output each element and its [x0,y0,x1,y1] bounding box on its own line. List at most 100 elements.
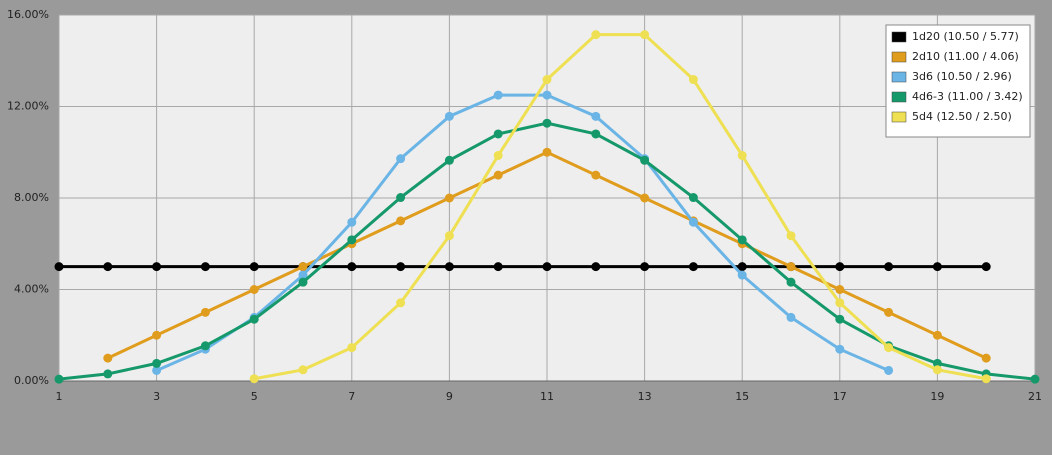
legend-swatch [891,91,907,103]
legend-label: 4d6-3 (11.00 / 3.42) [912,90,1023,103]
x-tick-label: 17 [833,390,847,403]
legend-label: 1d20 (10.50 / 5.77) [912,30,1019,43]
data-point [152,330,162,340]
data-point [640,155,650,165]
data-point [884,307,894,317]
data-point [737,235,747,245]
data-point [493,262,503,272]
data-point [200,262,210,272]
data-point [835,344,845,354]
x-tick-label: 19 [930,390,944,403]
data-point [835,314,845,324]
data-point [444,231,454,241]
y-tick-label: 4.00% [14,283,49,296]
legend-label: 3d6 (10.50 / 2.96) [912,70,1012,83]
data-point [249,374,259,384]
data-point [591,262,601,272]
data-point [444,111,454,121]
y-tick-label: 16.00% [7,8,49,21]
data-point [786,312,796,322]
data-point [249,314,259,324]
data-point [786,262,796,272]
series-line [156,93,890,372]
data-point [932,262,942,272]
data-point [981,353,991,363]
data-point [640,193,650,203]
data-point [542,147,552,157]
data-point [54,262,64,272]
data-point [591,170,601,180]
series-line [253,33,987,381]
legend-swatch [891,31,907,43]
data-point [688,75,698,85]
legend-label: 5d4 (12.50 / 2.50) [912,110,1012,123]
y-tick-label: 12.00% [7,100,49,113]
data-point [737,150,747,160]
data-point [542,75,552,85]
data-point [786,277,796,287]
x-tick-label: 3 [153,390,160,403]
data-point [298,270,308,280]
legend-box [885,24,1031,138]
data-point [103,353,113,363]
data-point [688,217,698,227]
data-point [542,118,552,128]
data-point [298,262,308,272]
data-point [493,150,503,160]
data-point [152,262,162,272]
data-point [932,365,942,375]
legend-swatch [891,51,907,63]
data-point [152,358,162,368]
data-point [54,374,64,384]
x-tick-label: 21 [1028,390,1042,403]
data-point [396,298,406,308]
data-point [298,365,308,375]
legend-label: 2d10 (11.00 / 4.06) [912,50,1019,63]
data-point [347,235,357,245]
data-point [786,231,796,241]
data-point [737,262,747,272]
data-point [884,262,894,272]
data-point [591,30,601,40]
x-tick-label: 9 [446,390,453,403]
data-point [444,193,454,203]
data-point [737,270,747,280]
data-point [640,30,650,40]
data-point [542,262,552,272]
data-point [347,217,357,227]
x-tick-label: 11 [540,390,554,403]
data-point [444,155,454,165]
data-point [347,343,357,353]
data-point [200,307,210,317]
data-point [640,262,650,272]
data-point [591,129,601,139]
data-point [835,298,845,308]
data-point [347,262,357,272]
data-point [493,170,503,180]
data-point [688,262,698,272]
data-point [396,216,406,226]
data-point [542,90,552,100]
x-tick-label: 1 [56,390,63,403]
data-point [249,285,259,294]
data-point [835,262,845,272]
data-point [493,129,503,139]
data-point [1030,374,1040,384]
data-point [200,341,210,351]
data-point [932,358,942,368]
data-point [249,262,259,272]
y-tick-label: 0.00% [14,374,49,387]
data-point [152,365,162,375]
data-point [932,330,942,340]
data-point [493,90,503,100]
x-tick-label: 13 [638,390,652,403]
data-point [981,374,991,384]
data-point [444,262,454,272]
legend: 1d20 (10.50 / 5.77) 2d10 (11.00 / 4.06) 3d… [885,24,1031,138]
data-point [103,262,113,272]
data-point [103,369,113,379]
x-tick-label: 15 [735,390,749,403]
legend-swatch [891,111,907,123]
